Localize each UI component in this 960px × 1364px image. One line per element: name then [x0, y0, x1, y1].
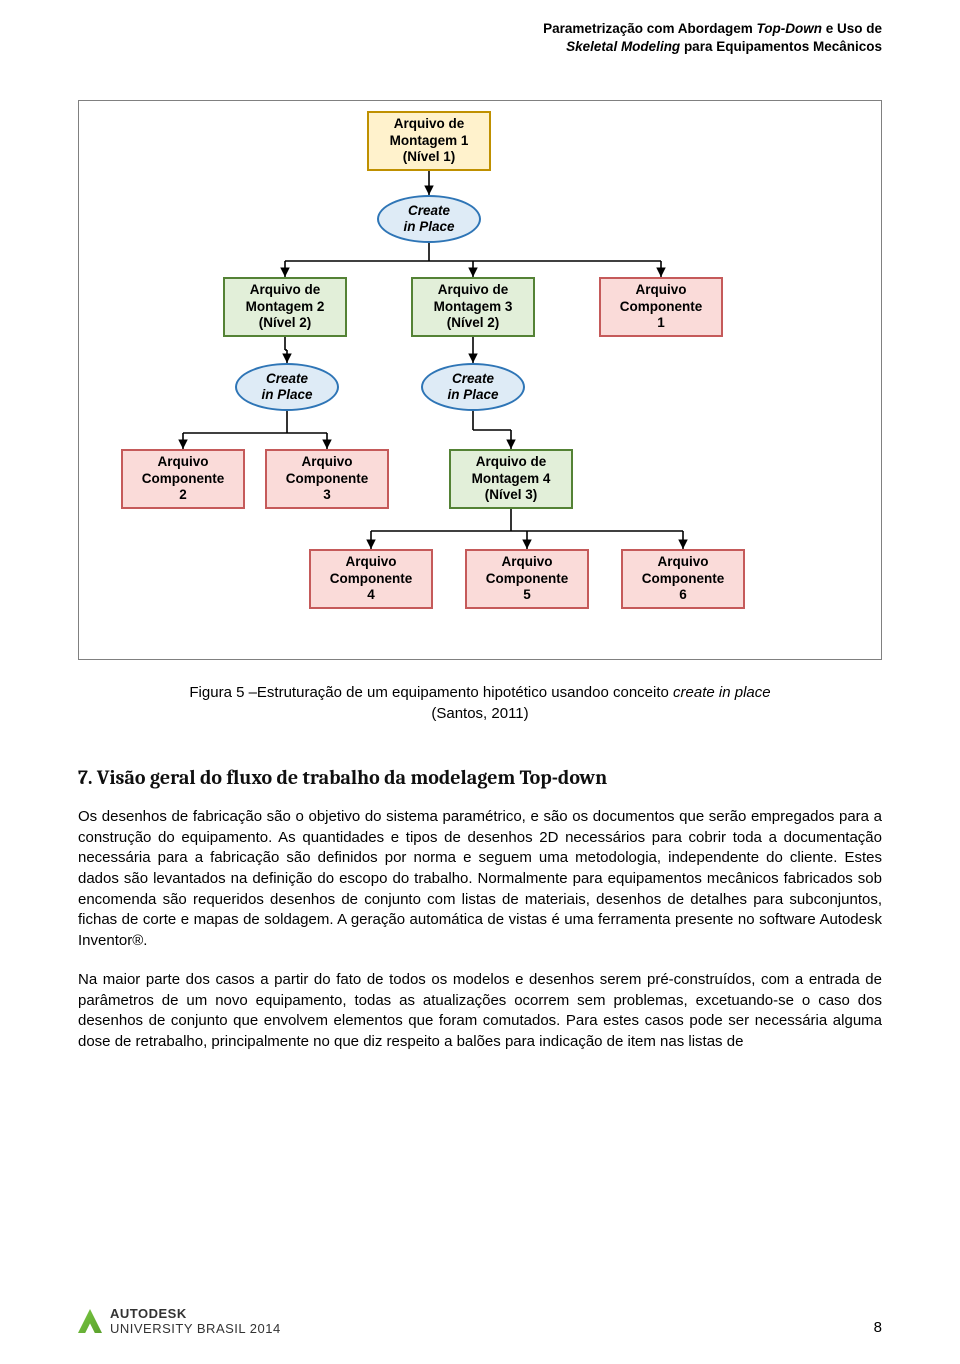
autodesk-logo: AUTODESK UNIVERSITY BRASIL 2014	[78, 1306, 281, 1336]
section-heading: 7. Visão geral do fluxo de trabalho da m…	[78, 766, 882, 789]
node-m4: Arquivo de Montagem 4 (Nível 3)	[449, 449, 573, 509]
logo-line1: AUTODESK	[110, 1306, 187, 1321]
flowchart-frame: Arquivo de Montagem 1 (Nível 1) Create in…	[78, 100, 882, 660]
page-header: Parametrização com Abordagem Top-Down e …	[543, 20, 882, 56]
section-title: Visão geral do fluxo de trabalho da mode…	[97, 766, 607, 789]
page-number: 8	[874, 1319, 882, 1336]
logo-mark-icon	[78, 1309, 102, 1333]
node-m2: Arquivo de Montagem 2 (Nível 2)	[223, 277, 347, 337]
node-m1: Arquivo de Montagem 1 (Nível 1)	[367, 111, 491, 171]
caption-line2: (Santos, 2011)	[431, 705, 528, 722]
node-c1: Arquivo Componente 1	[599, 277, 723, 337]
paragraph-2: Na maior parte dos casos a partir do fat…	[78, 970, 882, 1053]
figure-caption: Figura 5 –Estruturação de um equipamento…	[78, 682, 882, 724]
hdr-l1-pre: Parametrização com Abordagem	[543, 21, 756, 36]
node-e2: Create in Place	[235, 363, 339, 411]
page-footer: AUTODESK UNIVERSITY BRASIL 2014 8	[78, 1306, 882, 1336]
hdr-l2-post: para Equipamentos Mecânicos	[680, 39, 882, 54]
node-e3: Create in Place	[421, 363, 525, 411]
logo-text: AUTODESK UNIVERSITY BRASIL 2014	[110, 1306, 281, 1336]
node-m3: Arquivo de Montagem 3 (Nível 2)	[411, 277, 535, 337]
hdr-l1-post: e Uso de	[822, 21, 882, 36]
node-c2: Arquivo Componente 2	[121, 449, 245, 509]
node-e1: Create in Place	[377, 195, 481, 243]
section-number: 7.	[78, 766, 92, 789]
caption-pre: Figura 5 –Estruturação de um equipamento…	[189, 684, 673, 701]
node-c4: Arquivo Componente 4	[309, 549, 433, 609]
hdr-l2-it: Skeletal Modeling	[566, 39, 680, 54]
node-c3: Arquivo Componente 3	[265, 449, 389, 509]
logo-line2: UNIVERSITY BRASIL 2014	[110, 1321, 281, 1336]
paragraph-1: Os desenhos de fabricação são o objetivo…	[78, 807, 882, 952]
node-c6: Arquivo Componente 6	[621, 549, 745, 609]
node-c5: Arquivo Componente 5	[465, 549, 589, 609]
caption-italic: create in place	[673, 684, 771, 701]
hdr-l1-it: Top-Down	[756, 21, 821, 36]
